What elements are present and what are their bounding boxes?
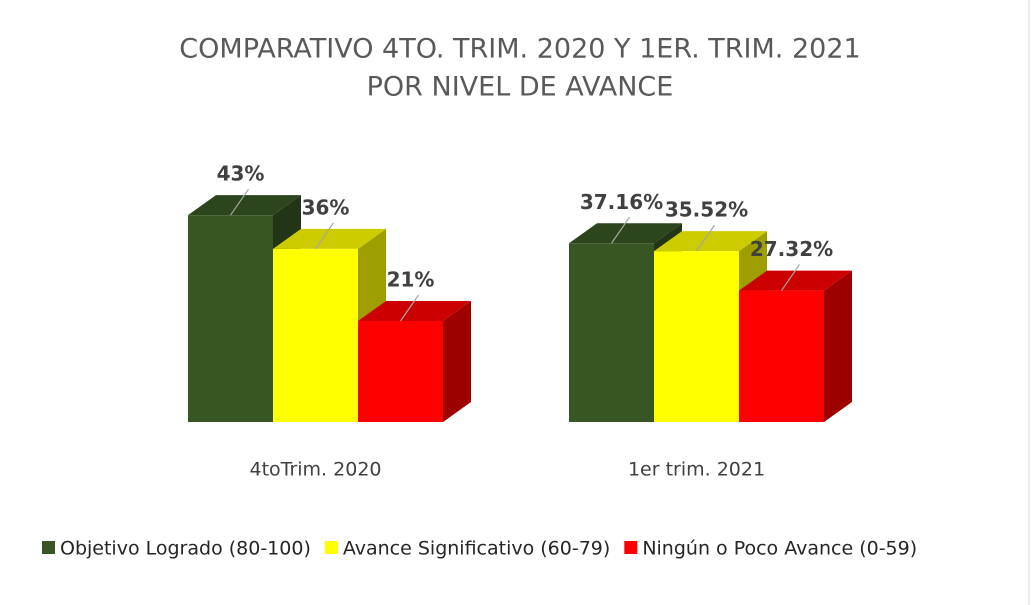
data-label: 21% bbox=[387, 267, 435, 291]
bar bbox=[739, 290, 824, 422]
bar-top bbox=[654, 231, 767, 252]
bar-top bbox=[358, 300, 471, 321]
data-label: 43% bbox=[217, 162, 265, 186]
leader-line bbox=[781, 264, 800, 291]
bar bbox=[569, 243, 654, 422]
leader-line bbox=[696, 224, 715, 252]
leader-line bbox=[230, 188, 249, 216]
bar-top bbox=[188, 195, 301, 216]
x-tick-label: 4toTrim. 2020 bbox=[249, 459, 381, 481]
leader-line bbox=[611, 216, 630, 244]
data-label: 37.16% bbox=[580, 190, 663, 214]
legend-swatch bbox=[42, 541, 55, 554]
bar-side bbox=[824, 270, 852, 422]
leader-line bbox=[315, 222, 334, 250]
legend-label: Avance Significativo (60-79) bbox=[343, 538, 610, 560]
bar-side bbox=[443, 300, 471, 422]
data-label: 36% bbox=[302, 195, 350, 219]
legend-swatch bbox=[624, 541, 638, 554]
data-label: 35.52% bbox=[665, 198, 748, 222]
chart-title: COMPARATIVO 4TO. TRIM. 2020 Y 1ER. TRIM.… bbox=[179, 34, 860, 65]
legend-swatch bbox=[324, 541, 338, 554]
legend-label: Objetivo Logrado (80-100) bbox=[60, 538, 311, 560]
bar bbox=[654, 251, 739, 422]
chart-title: POR NIVEL DE AVANCE bbox=[367, 72, 674, 103]
data-label: 27.32% bbox=[750, 237, 833, 261]
bar bbox=[358, 320, 443, 422]
x-tick-label: 1er trim. 2021 bbox=[628, 459, 765, 481]
legend-label: Ningún o Poco Avance (0-59) bbox=[642, 538, 917, 560]
bar bbox=[273, 248, 358, 422]
bar-top bbox=[739, 270, 852, 291]
bar-top bbox=[273, 228, 386, 249]
bar bbox=[188, 215, 273, 422]
leader-line bbox=[400, 294, 419, 322]
bar-top bbox=[569, 223, 682, 244]
